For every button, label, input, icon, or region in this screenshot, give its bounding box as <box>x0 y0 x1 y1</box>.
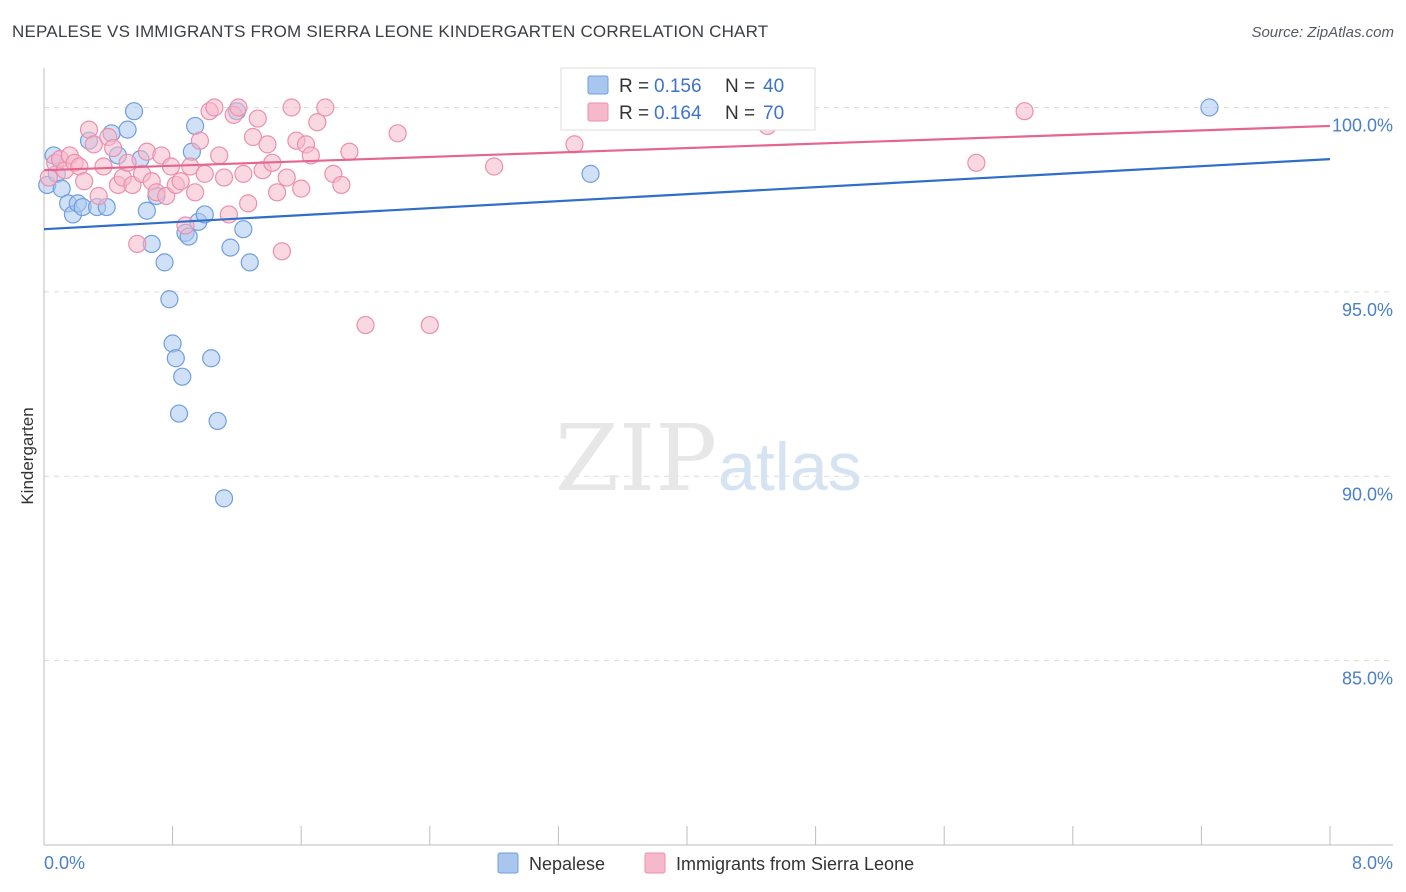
point-sierra-leone[interactable] <box>282 98 301 117</box>
point-sierra-leone[interactable] <box>195 164 214 183</box>
point-sierra-leone[interactable] <box>248 109 267 128</box>
legend-r-value-1: 0.156 <box>654 76 702 97</box>
y-tick-label: 85.0% <box>1342 669 1393 689</box>
watermark-atlas: atlas <box>718 429 862 505</box>
point-sierra-leone[interactable] <box>75 172 94 191</box>
point-sierra-leone[interactable] <box>267 183 287 202</box>
point-sierra-leone[interactable] <box>243 127 263 147</box>
point-sierra-leone[interactable] <box>176 216 195 235</box>
point-nepalese[interactable] <box>234 220 253 239</box>
bottom-legend-label-nepalese: Nepalese <box>529 854 605 874</box>
point-sierra-leone[interactable] <box>565 135 584 154</box>
y-axis-label: Kindergarten <box>18 407 37 504</box>
point-sierra-leone[interactable] <box>388 124 407 143</box>
legend-box: R = 0.156 N = 40 R = 0.164 N = 70 <box>560 67 816 131</box>
x-tick-min: 0.0% <box>44 853 85 873</box>
point-sierra-leone[interactable] <box>190 131 210 150</box>
x-tick-max: 8.0% <box>1352 853 1393 873</box>
point-nepalese[interactable] <box>173 367 192 386</box>
point-nepalese[interactable] <box>214 489 234 508</box>
chart-title: NEPALESE VS IMMIGRANTS FROM SIERRA LEONE… <box>12 22 769 41</box>
point-nepalese[interactable] <box>118 120 137 139</box>
point-sierra-leone[interactable] <box>967 153 986 172</box>
bottom-legend-swatch-sierra-leone <box>644 852 666 874</box>
y-tick-label: 100.0% <box>1332 116 1393 136</box>
legend-r-value-2: 0.164 <box>654 103 702 124</box>
point-sierra-leone[interactable] <box>1015 102 1034 121</box>
point-sierra-leone[interactable] <box>205 98 224 117</box>
point-sierra-leone[interactable] <box>308 113 327 132</box>
bottom-legend: Nepalese Immigrants from Sierra Leone <box>497 852 914 874</box>
point-sierra-leone[interactable] <box>171 172 190 191</box>
legend-swatch-sierra-leone <box>587 102 609 122</box>
legend-n-label-1: N = <box>725 76 755 97</box>
legend-n-value-2: 70 <box>763 103 784 124</box>
point-sierra-leone[interactable] <box>485 157 504 176</box>
point-sierra-leone[interactable] <box>258 135 277 154</box>
bottom-legend-swatch-nepalese <box>497 852 519 874</box>
point-nepalese[interactable] <box>1200 98 1219 117</box>
legend-r-label-1: R = <box>619 76 649 97</box>
trend-line-sierra-leone <box>43 124 1331 172</box>
y-tick-label: 90.0% <box>1342 484 1393 504</box>
point-nepalese[interactable] <box>124 102 144 121</box>
point-sierra-leone[interactable] <box>234 164 253 183</box>
point-nepalese[interactable] <box>208 411 227 431</box>
point-nepalese[interactable] <box>202 349 221 368</box>
point-sierra-leone[interactable] <box>332 175 351 195</box>
gridlines <box>44 107 1393 662</box>
trend-lines <box>43 124 1331 231</box>
watermark: ZIP atlas <box>555 405 862 512</box>
point-nepalese[interactable] <box>581 164 600 183</box>
point-nepalese[interactable] <box>240 253 259 272</box>
point-sierra-leone[interactable] <box>292 179 311 198</box>
point-sierra-leone[interactable] <box>186 183 205 202</box>
legend-r-label-2: R = <box>619 103 649 124</box>
point-nepalese[interactable] <box>155 253 174 272</box>
legend-swatch-nepalese <box>587 75 609 95</box>
source-label: Source: ZipAtlas.com <box>1251 24 1394 41</box>
point-sierra-leone[interactable] <box>104 138 123 158</box>
legend-n-label-2: N = <box>725 103 755 124</box>
point-sierra-leone[interactable] <box>277 168 296 187</box>
point-sierra-leone[interactable] <box>301 146 320 165</box>
axes <box>43 68 1393 846</box>
y-tick-label: 95.0% <box>1342 300 1393 320</box>
point-sierra-leone[interactable] <box>420 315 439 335</box>
point-nepalese[interactable] <box>137 201 156 220</box>
point-nepalese[interactable] <box>195 205 214 224</box>
point-sierra-leone[interactable] <box>316 98 335 117</box>
point-nepalese[interactable] <box>169 404 189 423</box>
point-sierra-leone[interactable] <box>272 242 292 261</box>
trend-line-nepalese <box>43 158 1331 231</box>
bottom-legend-label-sierra-leone: Immigrants from Sierra Leone <box>676 854 914 874</box>
point-sierra-leone[interactable] <box>128 234 147 254</box>
point-nepalese[interactable] <box>160 290 179 309</box>
watermark-zip: ZIP <box>555 405 717 512</box>
point-sierra-leone[interactable] <box>89 186 108 206</box>
point-sierra-leone[interactable] <box>118 153 137 172</box>
point-sierra-leone[interactable] <box>239 194 258 213</box>
point-nepalese[interactable] <box>166 349 185 368</box>
point-sierra-leone[interactable] <box>210 146 229 165</box>
point-nepalese[interactable] <box>163 334 182 353</box>
y-tick-labels: 100.0% 95.0% 90.0% 85.0% <box>1332 116 1393 689</box>
point-sierra-leone[interactable] <box>94 157 113 176</box>
point-sierra-leone[interactable] <box>84 135 103 154</box>
point-nepalese[interactable] <box>221 238 240 257</box>
point-sierra-leone[interactable] <box>229 98 248 117</box>
point-sierra-leone[interactable] <box>356 315 375 335</box>
point-sierra-leone[interactable] <box>340 142 359 161</box>
point-sierra-leone[interactable] <box>214 168 234 187</box>
legend-n-value-1: 40 <box>763 76 784 97</box>
